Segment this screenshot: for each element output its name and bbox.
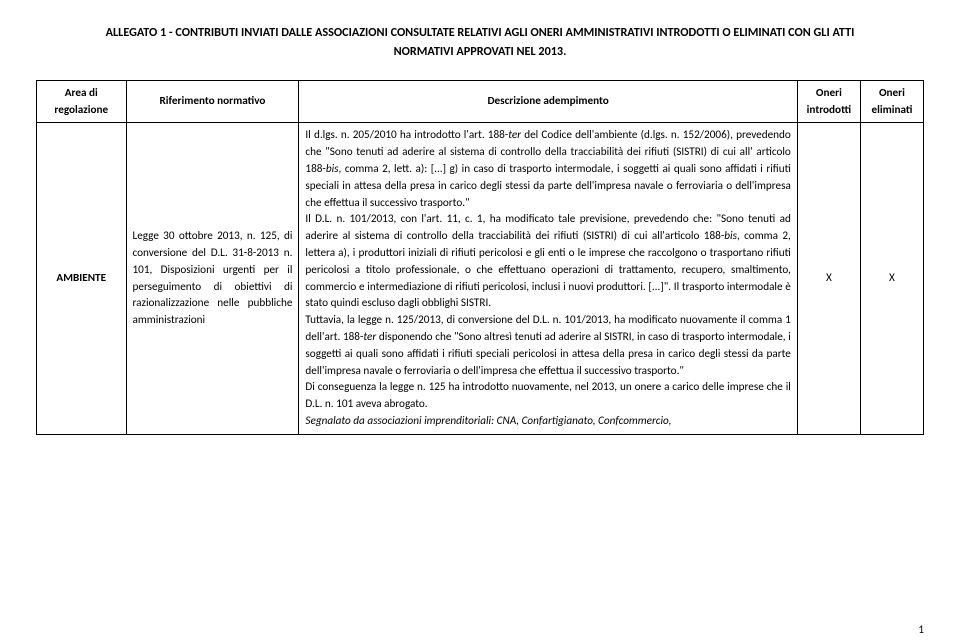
desc-text: Il D.L. n. 101/2013, con l'art. 11, c. 1… (305, 212, 790, 243)
cell-oneri-eliminati: X (860, 123, 923, 434)
desc-italic: bis (326, 162, 339, 176)
desc-text: Il d.lgs. n. 205/2010 ha introdotto l'ar… (305, 128, 508, 142)
table-row: AMBIENTE Legge 30 ottobre 2013, n. 125, … (37, 123, 924, 434)
page-number: 1 (918, 623, 924, 636)
cell-oneri-introdotti: X (797, 123, 860, 434)
desc-italic: ter (363, 330, 376, 344)
title-line-2: NORMATIVI APPROVATI NEL 2013. (394, 44, 567, 59)
cell-area: AMBIENTE (37, 123, 127, 434)
cell-descrizione: Il d.lgs. n. 205/2010 ha introdotto l'ar… (299, 123, 797, 434)
title-line-1: ALLEGATO 1 - CONTRIBUTI INVIATI DALLE AS… (106, 25, 855, 40)
cell-riferimento: Legge 30 ottobre 2013, n. 125, di conver… (126, 123, 299, 434)
document-title: ALLEGATO 1 - CONTRIBUTI INVIATI DALLE AS… (36, 24, 924, 62)
table-header-row: Area di regolazione Riferimento normativ… (37, 80, 924, 123)
desc-italic: bis (724, 229, 737, 243)
header-oneri-eliminati: Oneri eliminati (860, 80, 923, 123)
header-descrizione: Descrizione adempimento (299, 80, 797, 123)
header-area: Area di regolazione (37, 80, 127, 123)
desc-text: disponendo che "Sono altresì tenuti ad a… (305, 330, 790, 378)
desc-text: , comma 2, lett. a): [...] g) in caso di… (305, 162, 790, 210)
desc-text: Di conseguenza la legge n. 125 ha introd… (305, 380, 790, 411)
header-oneri-introdotti: Oneri introdotti (797, 80, 860, 123)
desc-italic: Segnalato da associazioni imprenditorial… (305, 414, 671, 428)
header-riferimento: Riferimento normativo (126, 80, 299, 123)
main-table: Area di regolazione Riferimento normativ… (36, 80, 924, 435)
desc-italic: ter (508, 128, 521, 142)
